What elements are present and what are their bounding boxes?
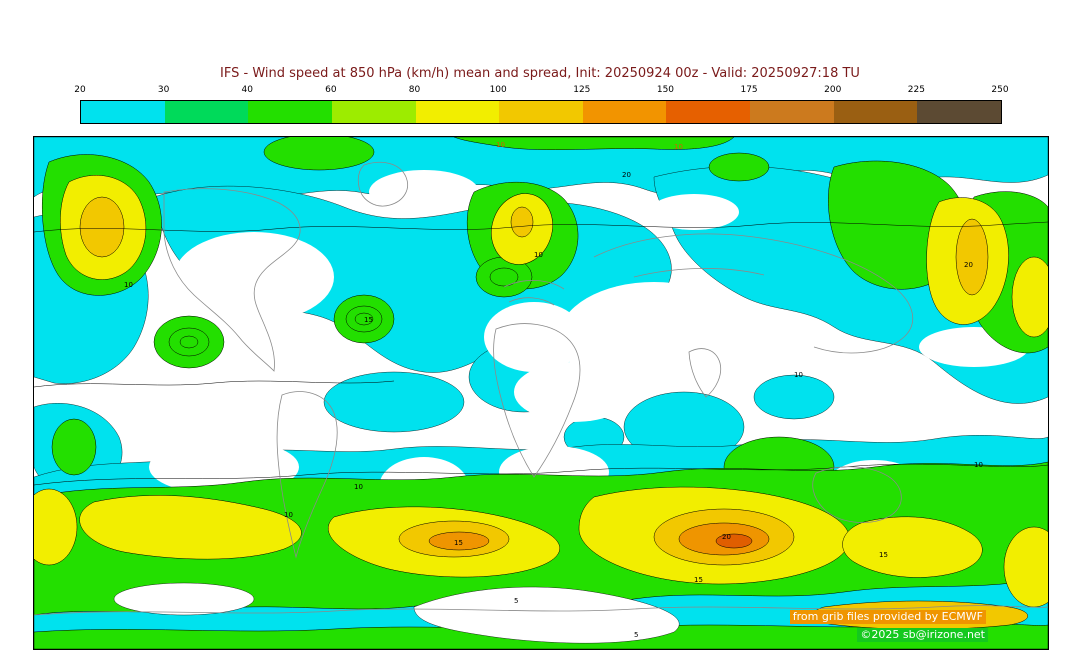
contour-label: 10 <box>354 483 363 491</box>
colorbar-segments <box>80 100 1002 124</box>
contour-labels-layer: 10 10 20 10 15 10 20 10 10 10 15 20 15 15 10 5 5 <box>124 141 983 639</box>
colorbar-segment <box>499 101 583 123</box>
colorbar-segment <box>833 101 918 123</box>
contour-label: 10 <box>534 251 543 259</box>
contour-label: 5 <box>634 631 638 639</box>
contour-label: 10 <box>124 281 133 289</box>
colorbar-tick-label: 250 <box>991 85 1009 95</box>
colorbar-tick-label: 80 <box>408 85 421 95</box>
contour-label: 10 <box>794 371 803 379</box>
colorbar-tick-label: 175 <box>740 85 758 95</box>
wind-fill-yellow-layer <box>34 175 1048 608</box>
contour-label: 10 <box>284 511 293 519</box>
contour-label: 10 <box>674 143 683 151</box>
colorbar-ticks: 20 30 40 60 80 100 125 150 175 200 225 250 <box>74 85 1008 97</box>
contour-label: 15 <box>364 316 373 324</box>
colorbar-segment <box>917 101 1002 123</box>
coastlines-layer <box>34 161 1048 616</box>
contour-rings-layer <box>168 267 519 357</box>
colorbar-tick-label: 30 <box>157 85 170 95</box>
colorbar-tick-label: 225 <box>907 85 925 95</box>
colorbar-tick-label: 150 <box>656 85 675 95</box>
map-panel: 10 10 20 10 15 10 20 10 10 10 15 20 15 15 10 5 5 from gr… <box>33 136 1049 650</box>
colorbar-segment <box>81 101 165 123</box>
colorbar-segment <box>750 101 834 123</box>
colorbar-tick-label: 100 <box>489 85 507 95</box>
colorbar-segment <box>248 101 332 123</box>
colorbar-tick-label: 20 <box>74 85 86 95</box>
credit-ecmwf: from grib files provided by ECMWF <box>789 610 986 624</box>
contour-label: 10 <box>496 141 505 149</box>
colorbar-segment <box>415 101 500 123</box>
colorbar-tick-label: 40 <box>241 85 253 95</box>
colorbar-tick-label: 125 <box>573 85 591 95</box>
colorbar-tick-label: 60 <box>325 85 337 95</box>
spread-contours-layer <box>34 221 1048 486</box>
credit-copyright: ©2025 sb@irizone.net <box>857 628 988 642</box>
map-svg: 10 10 20 10 15 10 20 10 10 10 15 20 15 15 10 5 5 <box>34 137 1048 649</box>
contour-label: 20 <box>964 261 973 269</box>
contour-label: 5 <box>514 597 518 605</box>
colorbar-segment <box>582 101 667 123</box>
contour-label: 20 <box>622 171 631 179</box>
antarctic-white-layer <box>113 582 680 644</box>
contour-label: 10 <box>974 461 983 469</box>
colorbar-tick-label: 200 <box>824 85 842 95</box>
contour-label: 15 <box>879 551 888 559</box>
contour-label: 20 <box>722 533 731 541</box>
colorbar-segment <box>666 101 751 123</box>
contour-label: 15 <box>694 576 703 584</box>
wind-fill-orange-layer <box>428 522 770 556</box>
colorbar-segment <box>331 101 416 123</box>
contour-label: 15 <box>454 539 463 547</box>
map-title: IFS - Wind speed at 850 hPa (km/h) mean … <box>220 66 860 81</box>
colorbar-segment <box>164 101 249 123</box>
